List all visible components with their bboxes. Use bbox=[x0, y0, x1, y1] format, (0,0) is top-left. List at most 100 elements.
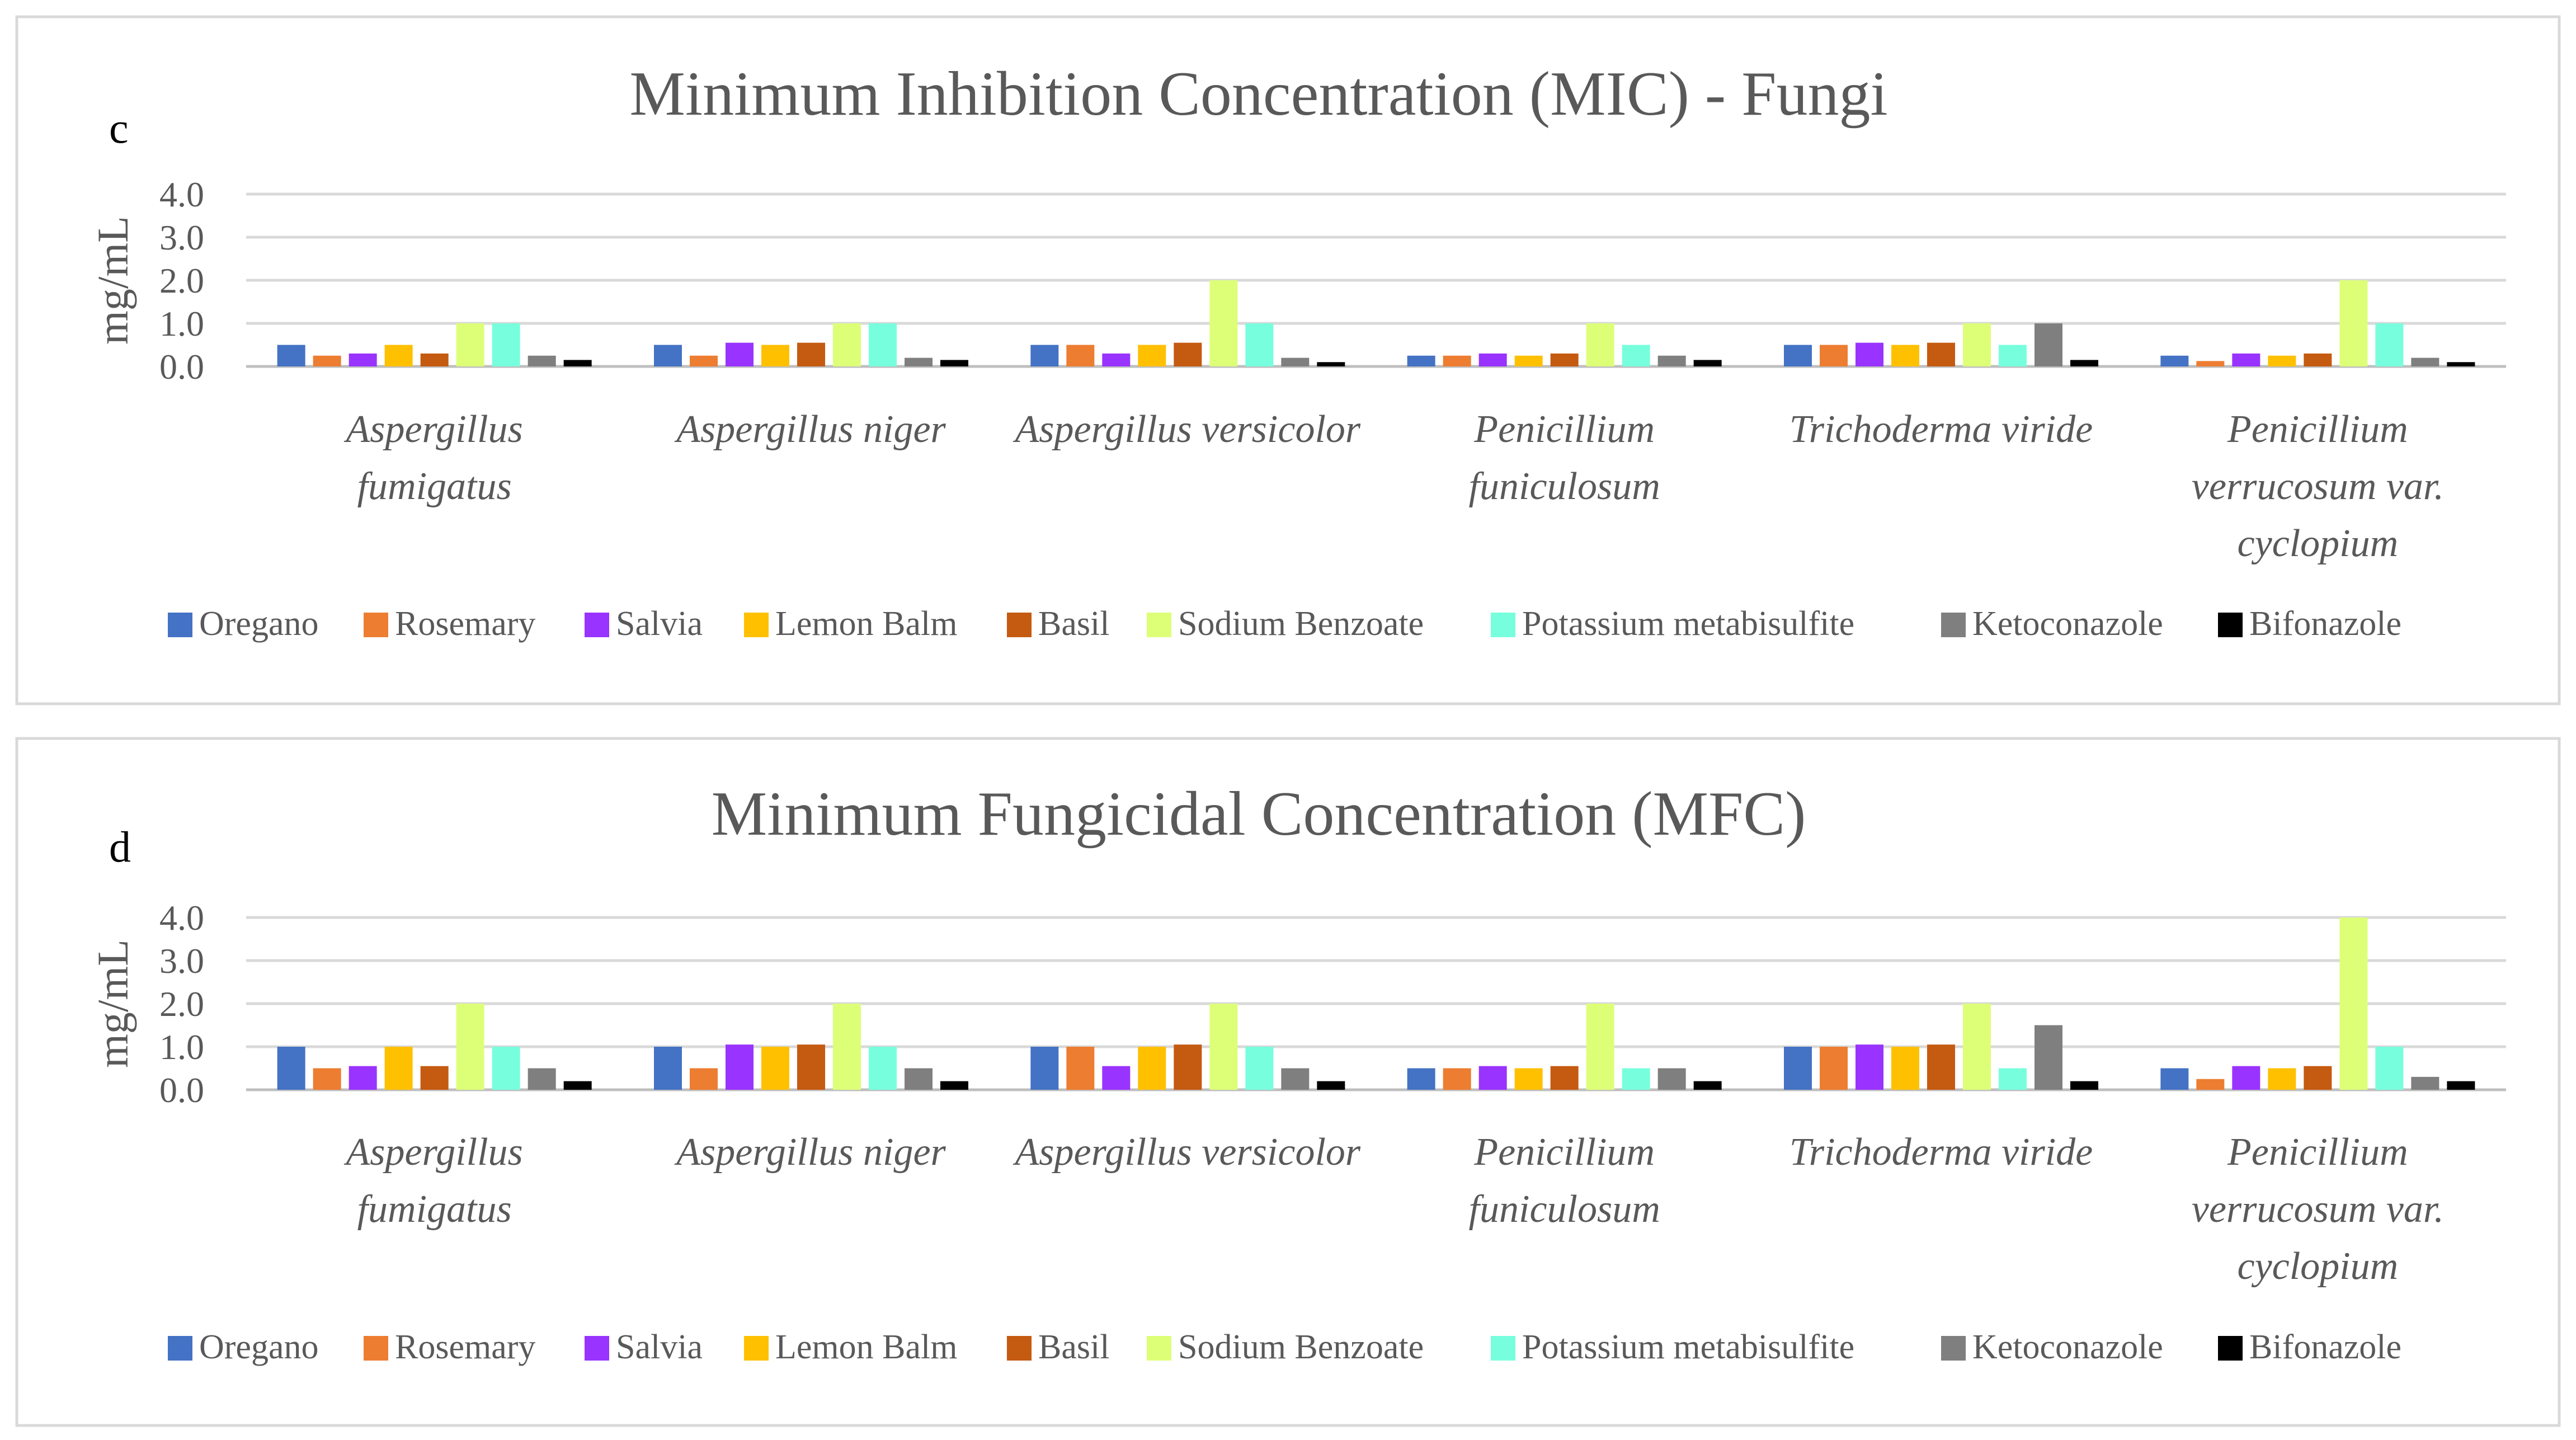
bar-lemon-balm bbox=[1138, 345, 1166, 366]
bar-ketoconazole bbox=[905, 1068, 933, 1090]
bar-basil bbox=[1550, 1066, 1579, 1090]
bar-bifonazole bbox=[2447, 362, 2475, 366]
bar-basil bbox=[2304, 353, 2332, 366]
legend-label-lemon-balm: Lemon Balm bbox=[775, 605, 957, 643]
bar-bifonazole bbox=[1317, 362, 1345, 366]
legend-swatch-lemon-balm bbox=[744, 613, 769, 637]
y-tick-label: 4.0 bbox=[159, 175, 204, 214]
bar-lemon-balm bbox=[2268, 355, 2296, 366]
bar-oregano bbox=[1030, 1047, 1059, 1090]
bar-sodium-benzoate bbox=[1209, 280, 1238, 366]
bar-salvia bbox=[1478, 353, 1507, 366]
category-label: Penicillium verrucosum var. cyclopium bbox=[2192, 408, 2444, 565]
bar-bifonazole bbox=[940, 1081, 968, 1090]
bar-rosemary bbox=[313, 1068, 341, 1090]
bar-bifonazole bbox=[2447, 1081, 2475, 1090]
legend-swatch-ketoconazole bbox=[1941, 1336, 1966, 1361]
y-tick-label: 1.0 bbox=[159, 1027, 204, 1067]
bar-sodium-benzoate bbox=[1586, 1004, 1614, 1090]
bar-ketoconazole bbox=[1657, 355, 1686, 366]
bar-rosemary bbox=[1066, 345, 1095, 366]
legend-swatch-rosemary bbox=[364, 613, 388, 637]
bar-salvia bbox=[2232, 1066, 2261, 1090]
bar-rosemary bbox=[313, 355, 341, 366]
category-label: Aspergillus fumigatus bbox=[344, 408, 523, 508]
chart-title: Minimum Fungicidal Concentration (MFC) bbox=[712, 779, 1806, 849]
bar-rosemary bbox=[1443, 355, 1471, 366]
legend-label-rosemary: Rosemary bbox=[395, 605, 535, 643]
legend-swatch-oregano bbox=[168, 613, 192, 637]
bar-potassium-metabisulfite bbox=[2375, 323, 2404, 366]
bar-lemon-balm bbox=[761, 1047, 789, 1090]
bar-basil bbox=[797, 342, 825, 366]
bar-potassium-metabisulfite bbox=[2375, 1047, 2404, 1090]
bar-basil bbox=[1927, 1044, 1955, 1090]
legend-swatch-salvia bbox=[585, 1336, 609, 1361]
bar-lemon-balm bbox=[1891, 345, 1919, 366]
chart-border bbox=[15, 15, 2561, 705]
category-label: Penicillium funiculosum bbox=[1469, 408, 1660, 508]
bar-oregano bbox=[277, 345, 305, 366]
bar-sodium-benzoate bbox=[833, 323, 861, 366]
bar-rosemary bbox=[1820, 345, 1848, 366]
bar-potassium-metabisulfite bbox=[1245, 323, 1274, 366]
bar-basil bbox=[1174, 342, 1202, 366]
bar-salvia bbox=[1102, 1066, 1131, 1090]
legend-label-oregano: Oregano bbox=[199, 605, 318, 643]
bar-salvia bbox=[349, 1066, 377, 1090]
bar-lemon-balm bbox=[2268, 1068, 2296, 1090]
bar-ketoconazole bbox=[905, 357, 933, 366]
category-label: Aspergillus fumigatus bbox=[344, 1131, 523, 1231]
category-label: Aspergillus niger bbox=[674, 1131, 946, 1174]
panel-letter: c bbox=[109, 103, 129, 152]
bar-potassium-metabisulfite bbox=[1622, 345, 1650, 366]
bar-rosemary bbox=[2196, 1079, 2225, 1090]
bar-lemon-balm bbox=[384, 1047, 413, 1090]
bar-potassium-metabisulfite bbox=[869, 323, 897, 366]
bar-ketoconazole bbox=[1657, 1068, 1686, 1090]
y-axis-label: mg/mL bbox=[88, 216, 137, 345]
bar-salvia bbox=[726, 342, 754, 366]
bar-rosemary bbox=[690, 355, 718, 366]
legend-label-sodium-benzoate: Sodium Benzoate bbox=[1178, 1328, 1424, 1366]
bar-lemon-balm bbox=[1514, 355, 1543, 366]
bar-potassium-metabisulfite bbox=[1245, 1047, 1274, 1090]
chart-panel-c: Minimum Inhibition Concentration (MIC) -… bbox=[15, 15, 2561, 705]
bar-lemon-balm bbox=[1138, 1047, 1166, 1090]
legend-swatch-sodium-benzoate bbox=[1147, 1336, 1171, 1361]
bar-sodium-benzoate bbox=[833, 1004, 861, 1090]
legend-swatch-basil bbox=[1007, 1336, 1032, 1361]
bar-oregano bbox=[2160, 355, 2189, 366]
legend-swatch-sodium-benzoate bbox=[1147, 613, 1171, 637]
bar-ketoconazole bbox=[2411, 357, 2440, 366]
bar-potassium-metabisulfite bbox=[1999, 1068, 2027, 1090]
bar-lemon-balm bbox=[384, 345, 413, 366]
legend-swatch-bifonazole bbox=[2218, 613, 2243, 637]
bar-salvia bbox=[1478, 1066, 1507, 1090]
bar-rosemary bbox=[1443, 1068, 1471, 1090]
bar-oregano bbox=[1407, 1068, 1435, 1090]
bar-sodium-benzoate bbox=[456, 1004, 484, 1090]
legend-label-salvia: Salvia bbox=[616, 1328, 703, 1366]
category-label: Trichoderma viride bbox=[1789, 408, 2093, 451]
bar-ketoconazole bbox=[1281, 357, 1310, 366]
legend-swatch-ketoconazole bbox=[1941, 613, 1966, 637]
legend-label-potassium-metabisulfite: Potassium metabisulfite bbox=[1522, 605, 1854, 643]
bar-rosemary bbox=[1066, 1047, 1095, 1090]
bar-potassium-metabisulfite bbox=[1999, 345, 2027, 366]
bar-rosemary bbox=[1820, 1047, 1848, 1090]
bar-lemon-balm bbox=[1514, 1068, 1543, 1090]
category-label: Penicillium funiculosum bbox=[1469, 1131, 1660, 1231]
bar-lemon-balm bbox=[761, 345, 789, 366]
bar-oregano bbox=[277, 1047, 305, 1090]
legend-label-bifonazole: Bifonazole bbox=[2249, 1328, 2401, 1366]
bar-oregano bbox=[1784, 345, 1812, 366]
chart-title: Minimum Inhibition Concentration (MIC) -… bbox=[629, 59, 1887, 129]
bar-bifonazole bbox=[1693, 1081, 1722, 1090]
chart-border bbox=[15, 737, 2561, 1427]
legend-label-ketoconazole: Ketoconazole bbox=[1972, 1328, 2163, 1366]
bar-lemon-balm bbox=[1891, 1047, 1919, 1090]
y-tick-label: 3.0 bbox=[159, 941, 204, 981]
y-tick-label: 0.0 bbox=[159, 347, 204, 387]
